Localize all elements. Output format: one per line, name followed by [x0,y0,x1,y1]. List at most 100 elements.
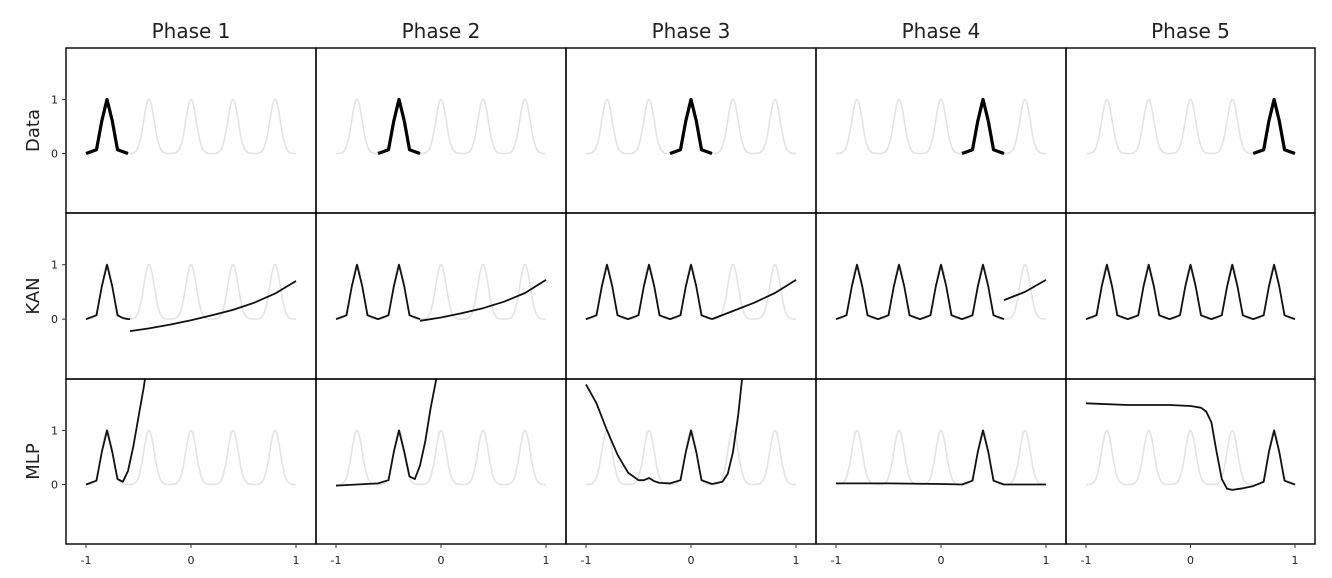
background-peak [336,429,378,486]
x-tick-label: 0 [1187,554,1194,567]
background-peak [1169,263,1212,320]
background-peak [586,429,628,486]
background-peak [86,98,128,155]
background-peak [1211,98,1254,155]
background-peak [462,263,504,320]
background-peak [86,429,128,486]
background-peak [962,263,1004,320]
background-peak [628,98,670,155]
series-line [835,263,1005,321]
panel [585,379,796,486]
background-peak [878,98,920,155]
panel-frame [315,378,567,545]
background-peak [670,263,712,320]
x-tick-label: -1 [331,554,342,567]
panel-frame [65,212,317,380]
x-tick-label: -1 [581,554,592,567]
panel-frame [815,378,1067,545]
background-peak [504,98,546,155]
background-peak [170,98,212,155]
background-peak [504,263,546,320]
background-peak [336,263,378,320]
background-peak [712,98,754,155]
background-peak [462,98,504,155]
panel [835,263,1047,321]
background-peak [336,98,378,155]
background-peak [920,263,962,320]
background-peak [1211,429,1254,486]
background-peak [920,429,962,486]
background-peak [628,263,670,320]
series-line [585,263,713,321]
panel [836,429,1046,486]
row-label: Data [23,109,44,152]
background-peak [1169,98,1212,155]
series-line [1252,97,1296,156]
column-title: Phase 2 [402,19,481,43]
background-peak [212,263,254,320]
row-label: MLP [23,443,44,480]
background-peak [1004,263,1046,320]
series-line [85,97,129,156]
background-peak [1086,98,1128,155]
x-tick-label: 0 [688,554,695,567]
background-peak [212,98,254,155]
background-peak [212,429,254,486]
background-peak [420,98,462,155]
panel-frame [565,47,817,214]
series-line [85,379,146,486]
background-peak [378,429,420,486]
series-line [1085,263,1296,321]
panel [836,97,1046,156]
background-peak [462,429,504,486]
background-peak [504,429,546,486]
x-tick-label: 1 [293,554,300,567]
y-tick-label: 1 [51,259,58,272]
panel [335,263,547,322]
series-line [669,97,713,156]
background-peak [670,429,712,486]
panel [585,263,797,321]
y-tick-label: 0 [51,147,58,160]
series-line [836,429,1046,486]
background-peak [1004,98,1046,155]
y-tick-label: 0 [51,313,58,326]
background-peak [254,429,296,486]
series-line [85,263,131,321]
background-peak [128,98,170,155]
panel-frame [565,378,817,545]
panel [586,97,796,156]
background-peak [420,263,462,320]
x-tick-label: 0 [938,554,945,567]
background-peak [670,98,712,155]
panel-frame [1065,47,1316,214]
series-line [1085,402,1296,491]
panel [85,263,297,332]
series-line [585,379,743,485]
background-peak [254,263,296,320]
panel-frame [815,47,1067,214]
background-peak [920,98,962,155]
background-peak [962,429,1004,486]
row-label: KAN [23,277,44,314]
panel [1086,97,1296,156]
panel [1085,263,1296,321]
background-peak [836,429,878,486]
panel-frame [315,212,567,380]
background-peak [836,98,878,155]
series-line [711,279,797,320]
x-tick-label: 1 [1043,554,1050,567]
background-peak [712,263,754,320]
column-title: Phase 3 [652,19,731,43]
background-peak [1004,429,1046,486]
x-tick-label: 0 [438,554,445,567]
panel-frame [65,47,317,214]
background-peak [1086,263,1128,320]
background-peak [1169,429,1212,486]
x-tick-label: -1 [81,554,92,567]
panel-frame [315,47,567,214]
y-tick-label: 1 [51,93,58,106]
background-peak [170,429,212,486]
x-tick-label: -1 [831,554,842,567]
